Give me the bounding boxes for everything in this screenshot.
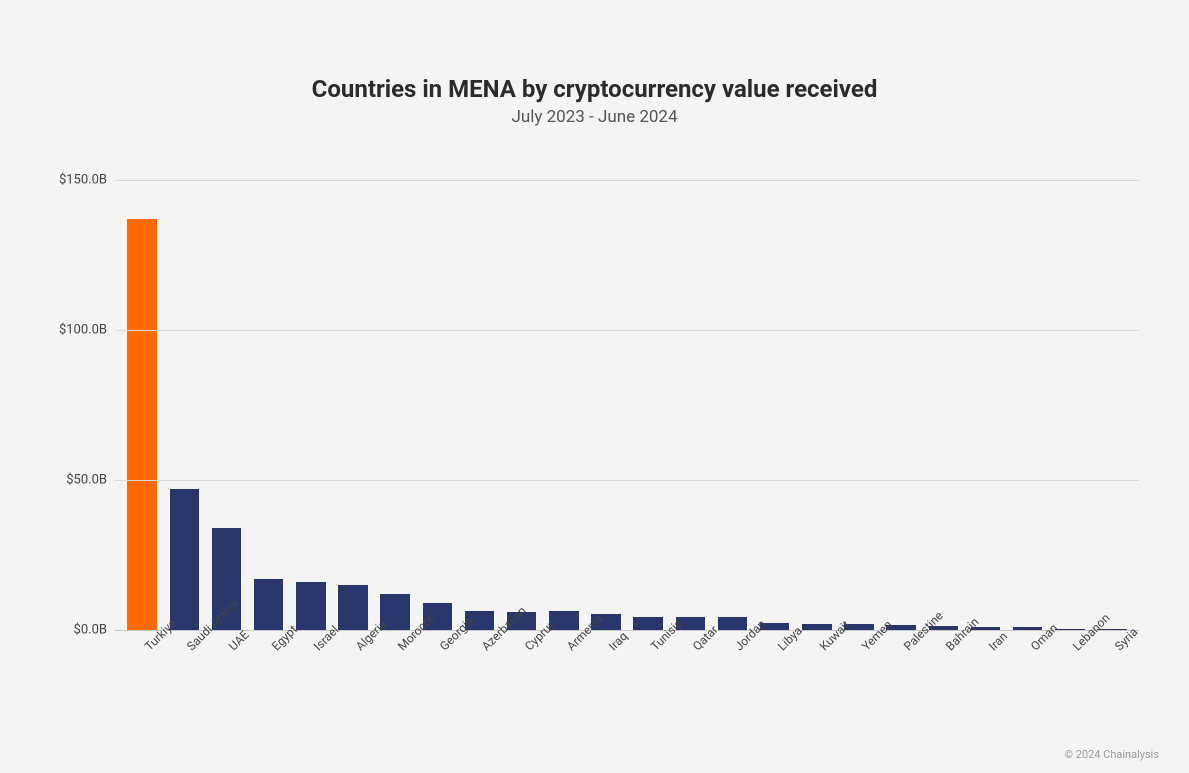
bar-slot xyxy=(248,180,290,630)
bar-slot xyxy=(501,180,543,630)
bar-slot xyxy=(543,180,585,630)
bar-slot xyxy=(669,180,711,630)
x-label-slot: Morocco xyxy=(374,635,416,715)
x-label-slot: UAE xyxy=(205,635,247,715)
x-label-slot: Kuwait xyxy=(796,635,838,715)
y-tick-label: $0.0B xyxy=(74,623,107,638)
x-label-slot: Armenia xyxy=(543,635,585,715)
gridline xyxy=(115,480,1139,481)
y-tick-label: $150.0B xyxy=(59,173,107,188)
x-label-slot: Iraq xyxy=(585,635,627,715)
x-label-slot: Saudi Arabia xyxy=(163,635,205,715)
bar-slot xyxy=(838,180,880,630)
x-label-slot: Palestine xyxy=(880,635,922,715)
x-label-slot: Georgia xyxy=(416,635,458,715)
bar-slot xyxy=(585,180,627,630)
footer-copyright: © 2024 Chainalysis xyxy=(1064,748,1159,761)
chart-area: $0.0B$50.0B$100.0B$150.0B TurkiyeSaudi A… xyxy=(115,180,1139,710)
x-label-slot: Bahrain xyxy=(922,635,964,715)
x-label-slot: Syria xyxy=(1091,635,1133,715)
x-label-slot: Egypt xyxy=(248,635,290,715)
bar-slot xyxy=(964,180,1006,630)
x-label-slot: Iran xyxy=(964,635,1006,715)
bar-slot xyxy=(627,180,669,630)
bar xyxy=(338,585,368,630)
bar-slot xyxy=(711,180,753,630)
bar-slot xyxy=(163,180,205,630)
bar-slot xyxy=(880,180,922,630)
bar xyxy=(254,579,284,630)
x-label-slot: Lebanon xyxy=(1049,635,1091,715)
gridline xyxy=(115,180,1139,181)
x-label-slot: Israel xyxy=(290,635,332,715)
bar-slot xyxy=(1091,180,1133,630)
x-label-slot: Libya xyxy=(754,635,796,715)
bar-slot xyxy=(1007,180,1049,630)
bar-slot xyxy=(458,180,500,630)
bar-slot xyxy=(754,180,796,630)
x-label-slot: Turkiye xyxy=(121,635,163,715)
bar-slot xyxy=(416,180,458,630)
chart-title: Countries in MENA by cryptocurrency valu… xyxy=(0,75,1189,103)
x-label-slot: Tunisia xyxy=(627,635,669,715)
x-label-slot: Jordan xyxy=(711,635,753,715)
x-label-slot: Qatar xyxy=(669,635,711,715)
bar-slot xyxy=(332,180,374,630)
bars-container xyxy=(115,180,1139,630)
bar xyxy=(170,489,200,630)
chart-subtitle: July 2023 - June 2024 xyxy=(0,107,1189,127)
bar xyxy=(718,617,748,631)
y-tick-label: $100.0B xyxy=(59,323,107,338)
bar xyxy=(296,582,326,630)
bar-slot xyxy=(1049,180,1091,630)
bar-slot xyxy=(922,180,964,630)
gridline xyxy=(115,330,1139,331)
bar xyxy=(633,617,663,631)
y-axis-labels: $0.0B$50.0B$100.0B$150.0B xyxy=(37,180,107,710)
bar-slot xyxy=(374,180,416,630)
bar-slot xyxy=(796,180,838,630)
x-label-slot: Oman xyxy=(1007,635,1049,715)
title-block: Countries in MENA by cryptocurrency valu… xyxy=(0,0,1189,127)
bar xyxy=(1013,627,1043,630)
x-label-slot: Cyprus xyxy=(501,635,543,715)
bar-slot xyxy=(121,180,163,630)
bar-slot xyxy=(290,180,332,630)
x-label-slot: Azerbaijan xyxy=(458,635,500,715)
plot-area xyxy=(115,180,1139,631)
y-tick-label: $50.0B xyxy=(66,473,107,488)
bar xyxy=(127,219,157,630)
bar xyxy=(802,624,832,630)
x-label-slot: Algeria xyxy=(332,635,374,715)
x-axis-labels: TurkiyeSaudi ArabiaUAEEgyptIsraelAlgeria… xyxy=(115,635,1139,715)
x-label-slot: Yemen xyxy=(838,635,880,715)
bar-slot xyxy=(205,180,247,630)
